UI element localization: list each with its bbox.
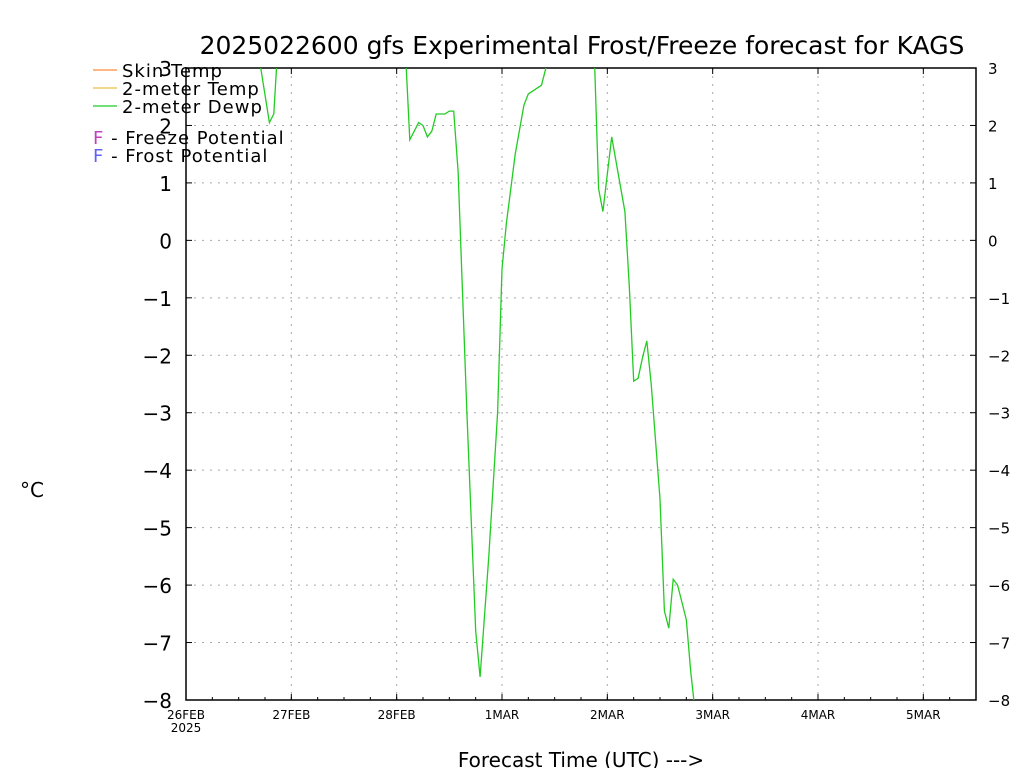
x-axis-label: Forecast Time (UTC) ---> — [458, 748, 704, 768]
legend-potential-letter: F — [93, 128, 104, 149]
legend-label: 2-meter Dewp — [122, 97, 263, 118]
x-tick-label: 27FEB — [272, 708, 310, 722]
y-tick-label-right: 3 — [988, 60, 998, 78]
y-tick-label: 3 — [159, 57, 172, 81]
y-tick-label-right: 2 — [988, 117, 998, 135]
x-tick-label: 5MAR — [906, 708, 941, 722]
x-tick-label: 26FEB — [167, 708, 205, 722]
y-tick-label-right: −5 — [988, 520, 1010, 538]
y-tick-label-right: −7 — [988, 635, 1010, 653]
y-tick-label-right: −6 — [988, 577, 1010, 595]
legend-potential-label: - Frost Potential — [104, 146, 268, 167]
x-tick-label: 28FEB — [378, 708, 416, 722]
y-tick-label: −2 — [143, 344, 172, 368]
x-tick-label: 1MAR — [485, 708, 520, 722]
plot-frame — [185, 67, 977, 701]
legend-potential-letter: F — [93, 146, 104, 167]
y-tick-marks — [186, 67, 976, 701]
y-tick-label: −8 — [143, 689, 172, 713]
y-axis-label: °C — [20, 478, 44, 502]
legend-potential: F - Freeze Potential — [93, 128, 285, 149]
x-tick-sublabel: 2025 — [171, 721, 202, 735]
x-tick-label: 2MAR — [590, 708, 625, 722]
y-tick-label: 1 — [159, 172, 172, 196]
y-tick-label-right: −3 — [988, 405, 1010, 423]
y-tick-label: 2 — [159, 114, 172, 138]
y-tick-labels-left: 3 2 1 0 −1 −2 −3 −4 −5 −6 −7 −8 — [143, 57, 172, 713]
chart-title: 2025022600 gfs Experimental Frost/Freeze… — [200, 31, 965, 60]
y-tick-label-right: −8 — [988, 692, 1010, 710]
legend-potential-label: - Freeze Potential — [104, 128, 284, 149]
grid-lines — [186, 68, 976, 700]
y-tick-label: −6 — [143, 574, 172, 598]
x-tick-label: 4MAR — [801, 708, 836, 722]
legend-label: 2-meter Temp — [122, 79, 260, 100]
y-tick-label: −3 — [143, 402, 172, 426]
legend-potential: F - Frost Potential — [93, 146, 268, 167]
y-tick-labels-right: 3 2 1 0 −1 −2 −3 −4 −5 −6 −7 −8 — [988, 60, 1010, 710]
y-tick-label: −1 — [143, 287, 172, 311]
y-tick-label: −5 — [143, 517, 172, 541]
y-tick-label: −7 — [143, 632, 172, 656]
x-tick-label: 3MAR — [695, 708, 730, 722]
y-tick-label: −4 — [143, 459, 172, 483]
y-tick-label-right: −4 — [988, 462, 1010, 480]
legend-label: Skin Temp — [122, 61, 223, 82]
series-layer — [260, 68, 695, 700]
x-tick-marks — [185, 68, 977, 700]
y-tick-label-right: −1 — [988, 290, 1010, 308]
y-tick-label-right: 1 — [988, 175, 998, 193]
series-line — [260, 68, 695, 700]
y-tick-label-right: 0 — [988, 232, 998, 250]
y-tick-label-right: −2 — [988, 347, 1010, 365]
y-tick-label: 0 — [159, 229, 172, 253]
